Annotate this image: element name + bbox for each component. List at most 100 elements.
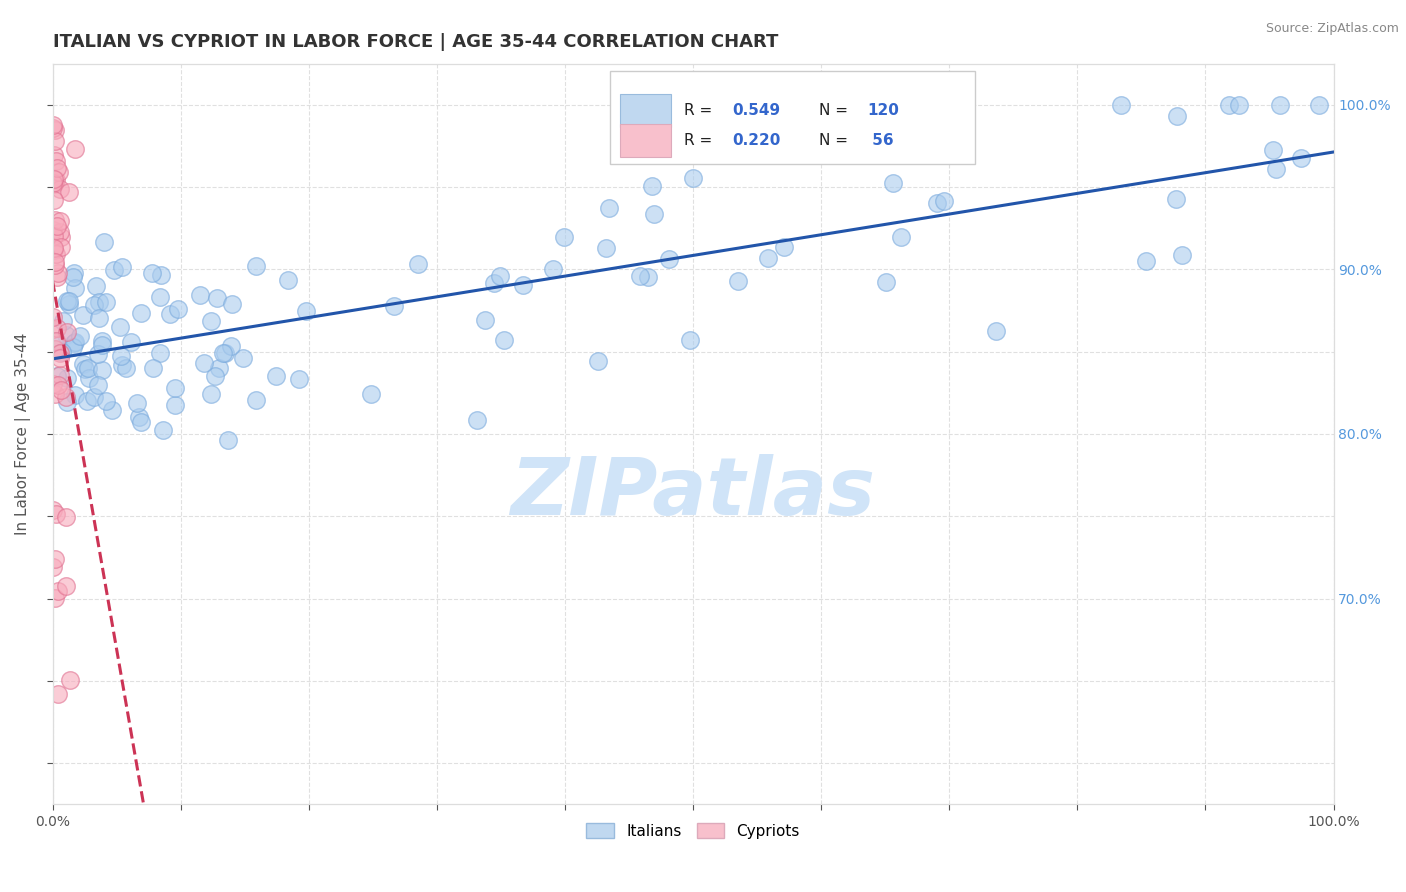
Point xyxy=(875,275,897,289)
Point xyxy=(129,415,152,429)
Point xyxy=(48,225,70,239)
Point xyxy=(295,303,318,318)
Point xyxy=(1164,192,1187,206)
Point xyxy=(159,307,181,321)
Point xyxy=(90,363,112,377)
Point xyxy=(1308,97,1330,112)
Point xyxy=(76,393,98,408)
Point xyxy=(756,252,779,266)
Text: 56: 56 xyxy=(868,133,894,148)
Point xyxy=(204,368,226,383)
Point xyxy=(288,372,311,386)
Point xyxy=(44,552,66,566)
Point xyxy=(264,369,287,384)
Point xyxy=(149,345,172,359)
Point xyxy=(62,270,84,285)
Point xyxy=(45,219,67,233)
Point xyxy=(41,222,63,236)
Point xyxy=(45,173,67,187)
Point xyxy=(166,302,188,317)
Point xyxy=(111,358,134,372)
Point xyxy=(512,277,534,292)
Point xyxy=(245,393,267,408)
Point xyxy=(42,503,65,517)
Point xyxy=(110,349,132,363)
Point xyxy=(44,343,66,357)
FancyBboxPatch shape xyxy=(610,71,974,163)
Text: ITALIAN VS CYPRIOT IN LABOR FORCE | AGE 35-44 CORRELATION CHART: ITALIAN VS CYPRIOT IN LABOR FORCE | AGE … xyxy=(52,33,778,51)
Point xyxy=(56,325,79,339)
Point xyxy=(58,294,80,309)
Point xyxy=(482,276,505,290)
Text: N =: N = xyxy=(818,133,852,148)
Point xyxy=(93,235,115,250)
Point xyxy=(492,334,515,348)
Text: 120: 120 xyxy=(868,103,898,119)
Point xyxy=(360,386,382,401)
Point xyxy=(42,243,65,257)
Point xyxy=(41,322,63,336)
Point xyxy=(595,241,617,255)
Point xyxy=(42,176,65,190)
Point xyxy=(108,320,131,334)
Point xyxy=(44,591,66,606)
Point xyxy=(541,261,564,276)
Point xyxy=(44,255,66,269)
Point xyxy=(44,258,66,272)
Point xyxy=(643,207,665,221)
Point xyxy=(129,306,152,320)
Point xyxy=(1166,109,1188,123)
Point xyxy=(94,393,117,408)
Point xyxy=(205,291,228,305)
Point xyxy=(1218,97,1240,112)
Point xyxy=(658,252,681,266)
Point xyxy=(45,247,67,261)
Point xyxy=(193,357,215,371)
Point xyxy=(1261,144,1284,158)
Point xyxy=(62,340,84,354)
Point xyxy=(152,423,174,437)
Point xyxy=(932,194,955,209)
Point xyxy=(277,273,299,287)
Point xyxy=(1227,97,1250,112)
Point xyxy=(46,266,69,280)
Point xyxy=(128,409,150,424)
Text: R =: R = xyxy=(685,133,717,148)
Point xyxy=(45,270,67,285)
Point xyxy=(149,268,172,282)
Point xyxy=(1170,248,1192,262)
Point xyxy=(56,394,79,409)
Point xyxy=(83,298,105,312)
Point xyxy=(44,387,66,401)
Point xyxy=(46,378,69,392)
Point xyxy=(46,321,69,335)
Point xyxy=(208,361,231,376)
Point xyxy=(553,230,575,244)
Point xyxy=(42,175,65,189)
Point xyxy=(96,294,118,309)
Point xyxy=(44,229,66,244)
Point xyxy=(63,266,86,280)
Point xyxy=(111,260,134,275)
Point xyxy=(49,214,72,228)
Point xyxy=(188,287,211,301)
Point xyxy=(56,371,79,385)
Point xyxy=(44,172,66,186)
Point xyxy=(55,579,77,593)
Point xyxy=(125,396,148,410)
Point xyxy=(103,263,125,277)
Point xyxy=(83,390,105,404)
Point xyxy=(63,142,86,156)
Point xyxy=(41,121,63,136)
Point xyxy=(79,371,101,385)
Point xyxy=(45,507,67,521)
Point xyxy=(165,398,187,412)
Point xyxy=(59,673,82,688)
Point xyxy=(148,290,170,304)
Point xyxy=(46,583,69,598)
Point xyxy=(48,165,70,179)
Point xyxy=(45,369,67,384)
Point xyxy=(474,313,496,327)
Point xyxy=(52,314,75,328)
Point xyxy=(890,230,912,244)
